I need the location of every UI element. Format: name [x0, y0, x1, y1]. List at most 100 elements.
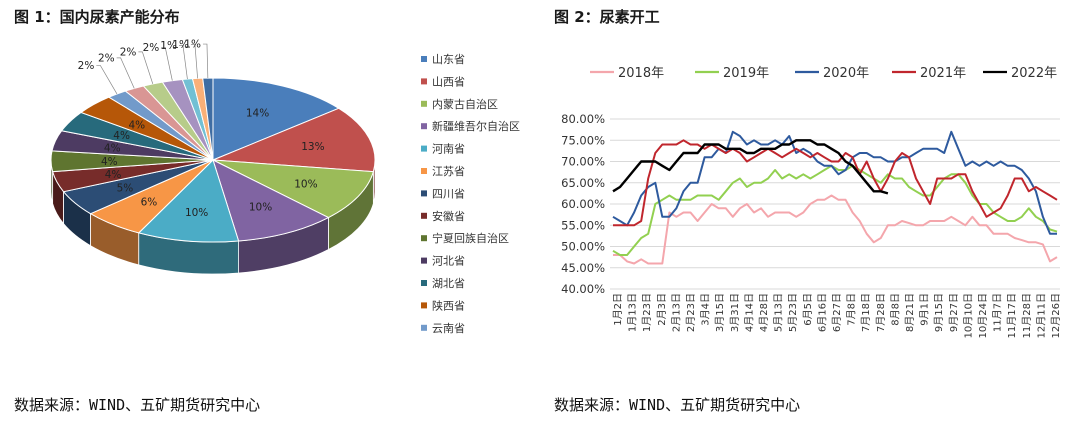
pie-value-label: 4%	[113, 130, 130, 142]
x-tick-label: 1月23日	[641, 293, 653, 332]
x-tick-label: 7月8日	[846, 293, 858, 326]
x-tick-label: 8月8日	[889, 293, 901, 326]
pie-value-label: 4%	[101, 156, 118, 168]
x-tick-label: 5月13日	[773, 293, 785, 332]
legend-label: 云南省	[432, 322, 465, 335]
pie-value-label: 5%	[117, 183, 134, 195]
legend-label: 河南省	[432, 143, 465, 156]
legend-label: 新疆维吾尔自治区	[432, 119, 520, 133]
pie-value-label: 2%	[143, 42, 160, 54]
pie-chart: 14%13%10%10%10%6%5%4%4%4%4%4%2%2% 2% 2% 1%1…	[50, 39, 520, 335]
legend-label: 四川省	[432, 187, 465, 200]
legend-swatch	[421, 280, 427, 286]
legend-swatch	[421, 123, 427, 130]
x-tick-label: 2月23日	[685, 293, 697, 332]
line-legend: 2018年 2019年 2020年 2021年 2022年	[590, 66, 1057, 81]
legend-label: 山西省	[432, 75, 465, 88]
figure-1-source: 数据来源：WIND、五矿期货研究中心	[14, 396, 261, 414]
legend-swatch	[421, 257, 427, 264]
x-tick-label: 3月31日	[729, 293, 741, 332]
pie-value-label: 6%	[141, 196, 158, 208]
legend-label: 宁夏回族自治区	[432, 231, 509, 245]
x-tick-label: 11月17日	[1006, 293, 1018, 338]
legend-label: 湖北省	[432, 277, 465, 290]
series-line-2020年	[612, 130, 1057, 235]
y-tick-label: 45.00%	[561, 261, 605, 275]
legend-swatch	[421, 100, 427, 107]
y-tick-label: 55.00%	[561, 218, 605, 232]
legend-swatch	[421, 324, 427, 331]
legend-swatch	[421, 56, 427, 62]
pie-value-label: 1%	[172, 39, 189, 51]
legend-swatch	[421, 78, 427, 85]
pie-value-label: 2%	[120, 46, 137, 58]
legend-swatch	[421, 235, 427, 242]
legend-label: 2019年	[723, 66, 769, 81]
legend-label: 2022年	[1011, 66, 1057, 81]
x-tick-label: 1月13日	[627, 293, 639, 332]
x-tick-label: 6月27日	[831, 293, 843, 332]
figure-2-panel: 图 2：尿素开工 2018年 2019年 2020年 2021年 2022年 40.00%…	[540, 0, 1080, 424]
series-line-2021年	[613, 139, 1058, 227]
legend-swatch	[421, 302, 427, 309]
x-tick-label: 4月28日	[758, 293, 770, 332]
y-tick-label: 65.00%	[561, 176, 605, 190]
pie-value-label: 10%	[294, 178, 317, 190]
legend-label: 2020年	[823, 66, 869, 81]
series-line-2018年	[613, 194, 1058, 265]
x-tick-label: 6月5日	[802, 293, 814, 326]
legend-label: 2021年	[920, 66, 966, 81]
pie-value-label: 10%	[185, 207, 208, 219]
x-tick-label: 3月4日	[700, 293, 712, 326]
pie-leader-line	[138, 51, 154, 84]
pie-leader-line	[190, 44, 198, 79]
x-tick-label: 4月14日	[743, 293, 755, 332]
legend-swatch	[421, 145, 427, 152]
series-lines	[612, 130, 1058, 265]
pie-value-label: 2%	[98, 52, 115, 64]
figure-1-title: 图 1：国内尿素产能分布	[14, 8, 180, 26]
legend-label: 安徽省	[432, 209, 465, 223]
x-tick-label: 11月7日	[992, 293, 1004, 332]
legend-label: 内蒙古自治区	[432, 97, 498, 111]
legend-swatch	[421, 190, 427, 197]
pie-value-label: 4%	[104, 143, 121, 155]
pie-sides	[50, 159, 376, 275]
pie-value-labels: 14%13%10%10%10%6%5%4%4%4%4%4%2%2% 2% 2% 1%1…	[78, 39, 325, 219]
pie-slices	[50, 77, 376, 243]
x-tick-label: 9月27日	[948, 293, 960, 332]
x-tick-label: 12月26日	[1050, 293, 1062, 338]
pie-slice-3	[212, 159, 330, 242]
pie-slice-2	[212, 159, 375, 219]
legend-label: 2018年	[618, 66, 664, 81]
pie-value-label: 14%	[246, 108, 269, 120]
x-tick-label: 12月11日	[1035, 293, 1047, 338]
x-tick-label: 2月13日	[670, 293, 682, 332]
y-tick-label: 75.00%	[561, 133, 605, 147]
figure-2-source: 数据来源：WIND、五矿期货研究中心	[554, 396, 801, 414]
pie-leader-line	[96, 65, 118, 95]
pie-leader-line	[116, 57, 135, 89]
x-tick-label: 3月15日	[714, 293, 726, 332]
legend-label: 江苏省	[432, 165, 465, 178]
x-tick-label: 9月15日	[933, 293, 945, 332]
x-tick-label: 10月24日	[977, 293, 989, 338]
pie-slice-4	[137, 159, 240, 243]
y-tick-label: 40.00%	[561, 282, 605, 296]
pie-slice-1	[212, 107, 376, 173]
pie-legend: 山东省山西省内蒙古自治区新疆维吾尔自治区河南省江苏省四川省安徽省宁夏回族自治区河…	[421, 53, 520, 335]
pie-leader-line	[161, 47, 173, 81]
x-tick-label: 10月10日	[962, 293, 974, 338]
y-tick-label: 80.00%	[561, 112, 605, 126]
pie-value-label: 4%	[129, 119, 146, 131]
x-tick-label: 1月2日	[612, 293, 624, 326]
line-chart: 2018年 2019年 2020年 2021年 2022年 40.00% 45.00% 50.…	[561, 66, 1062, 338]
x-tick-label: 7月18日	[860, 293, 872, 332]
legend-label: 陕西省	[432, 298, 465, 312]
x-tick-label: 11月28日	[1021, 293, 1033, 338]
pie-slice-0	[212, 77, 340, 161]
pie-value-label: 2%	[78, 60, 95, 72]
pie-value-label: 4%	[105, 169, 122, 181]
legend-label: 河北省	[432, 255, 465, 268]
pie-value-label: 1%	[184, 39, 201, 51]
